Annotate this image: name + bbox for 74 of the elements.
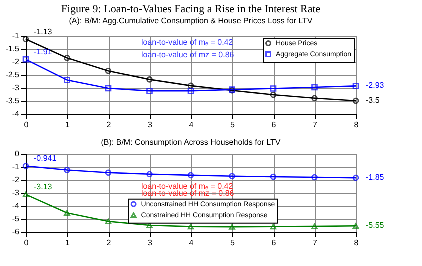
x-tick-label: 7	[313, 238, 318, 248]
y-tick-label: -6	[12, 228, 20, 236]
chart-title: (B): B/M: Consumption Across Households for LTV	[101, 138, 282, 147]
point	[105, 68, 112, 74]
point	[22, 56, 30, 63]
y-tick-label: -4	[12, 202, 20, 210]
annotation: loan-to-value of mₑ = 0.42	[142, 182, 234, 191]
data-label: -1.91	[34, 48, 53, 57]
point	[146, 88, 153, 94]
point	[312, 224, 318, 230]
point	[64, 167, 70, 174]
data-label: -1.13	[34, 27, 53, 36]
data-label: -1.85	[366, 173, 385, 182]
chart-title: Figure 9: Loan-to-Values Facing a Rise in the Interest Rate	[61, 3, 321, 16]
x-tick-label: 6	[272, 238, 277, 248]
y-tick-label: -2	[12, 58, 20, 66]
point	[188, 172, 194, 179]
x-tick-label: 7	[313, 120, 318, 130]
point	[22, 192, 30, 198]
data-label: -5.55	[366, 221, 385, 230]
x-tick-label: 8	[354, 238, 360, 248]
point	[146, 76, 153, 83]
y-tick-label: -3.5	[6, 96, 20, 106]
point	[270, 174, 277, 180]
point	[352, 83, 360, 90]
point	[312, 174, 318, 181]
point	[312, 84, 318, 91]
point	[270, 86, 277, 92]
y-tick-label: -2.5	[6, 70, 20, 80]
data-label: -0.941	[34, 154, 58, 164]
point	[64, 210, 70, 216]
point	[188, 224, 194, 230]
x-tick-label: 5	[230, 120, 236, 130]
data-label: -2.93	[366, 81, 385, 90]
point	[188, 88, 194, 94]
x-tick-label: 3	[148, 120, 154, 130]
y-tick-label: -1	[12, 162, 20, 172]
x-tick-label: 4	[189, 238, 194, 248]
point	[105, 170, 112, 176]
annotation: loan-to-value of mz = 0.86	[142, 188, 235, 198]
y-tick-label: -5	[12, 214, 20, 224]
y-tick-label: -1	[12, 32, 20, 40]
x-tick-label: 1	[66, 120, 71, 130]
x-tick-label: 2	[106, 238, 112, 248]
chart-subtitle: (A): B/M: Agg.Cumulative Consumption & House Prices Loss for LTV	[69, 16, 314, 26]
point	[229, 173, 236, 180]
y-tick-label: -1.5	[6, 44, 20, 54]
point	[64, 54, 70, 62]
y-tick-label: -4	[12, 110, 20, 118]
x-tick-label: 8	[354, 120, 360, 130]
point	[270, 224, 277, 230]
x-tick-label: 2	[106, 120, 112, 130]
point	[146, 171, 153, 178]
point	[270, 92, 277, 98]
y-tick-label: -2	[12, 176, 20, 184]
point	[352, 223, 360, 229]
x-tick-label: 0	[24, 120, 30, 130]
point	[229, 224, 236, 230]
y-tick-label: 0	[15, 150, 20, 158]
point	[312, 95, 318, 102]
x-tick-label: 0	[24, 238, 30, 248]
data-label: -3.13	[34, 182, 53, 192]
x-tick-label: 3	[148, 238, 154, 248]
x-tick-label: 1	[66, 238, 71, 248]
point	[105, 218, 112, 224]
y-tick-label: -3	[12, 188, 20, 198]
point	[188, 82, 194, 90]
data-label: -3.5	[366, 96, 380, 105]
x-tick-label: 4	[189, 120, 194, 130]
point	[64, 77, 70, 84]
y-tick-label: -3	[12, 84, 20, 92]
point	[105, 85, 112, 92]
x-tick-label: 5	[230, 238, 236, 248]
x-tick-label: 6	[272, 120, 277, 130]
